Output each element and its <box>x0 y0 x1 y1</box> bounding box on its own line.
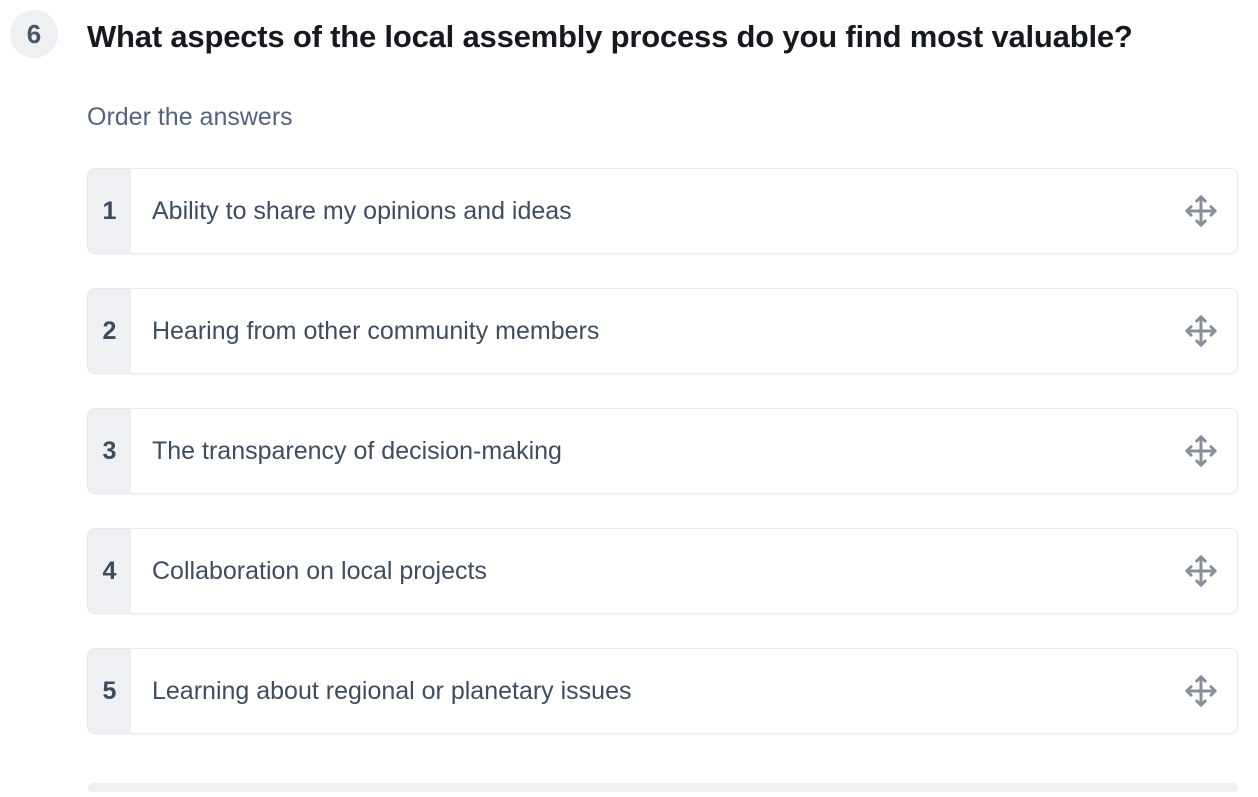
question-title: What aspects of the local assembly proce… <box>87 19 1133 54</box>
arrows-move-icon[interactable] <box>1184 169 1237 253</box>
ranking-item-1[interactable]: 1 Ability to share my opinions and ideas <box>87 168 1238 254</box>
ranking-item-3[interactable]: 3 The transparency of decision-making <box>87 408 1238 494</box>
arrows-move-icon[interactable] <box>1184 289 1237 373</box>
answer-label: Hearing from other community members <box>152 316 600 345</box>
rank-number: 2 <box>88 289 131 373</box>
ranking-item-5[interactable]: 5 Learning about regional or planetary i… <box>87 648 1238 734</box>
arrows-move-icon[interactable] <box>1184 649 1237 733</box>
question-block: What aspects of the local assembly proce… <box>87 0 1238 734</box>
ranking-list: 1 Ability to share my opinions and ideas… <box>87 168 1238 734</box>
answer-label: Learning about regional or planetary iss… <box>152 676 632 705</box>
arrows-move-icon[interactable] <box>1184 529 1237 613</box>
arrows-move-icon[interactable] <box>1184 409 1237 493</box>
rank-number: 1 <box>88 169 131 253</box>
bottom-partial-bar <box>88 783 1238 792</box>
answer-label: Ability to share my opinions and ideas <box>152 196 572 225</box>
rank-number: 5 <box>88 649 131 733</box>
question-number-badge: 6 <box>10 10 58 58</box>
ranking-item-4[interactable]: 4 Collaboration on local projects <box>87 528 1238 614</box>
rank-number: 3 <box>88 409 131 493</box>
ranking-item-2[interactable]: 2 Hearing from other community members <box>87 288 1238 374</box>
answer-label: The transparency of decision-making <box>152 436 562 465</box>
instruction-text: Order the answers <box>87 103 293 131</box>
answer-label: Collaboration on local projects <box>152 556 487 585</box>
rank-number: 4 <box>88 529 131 613</box>
